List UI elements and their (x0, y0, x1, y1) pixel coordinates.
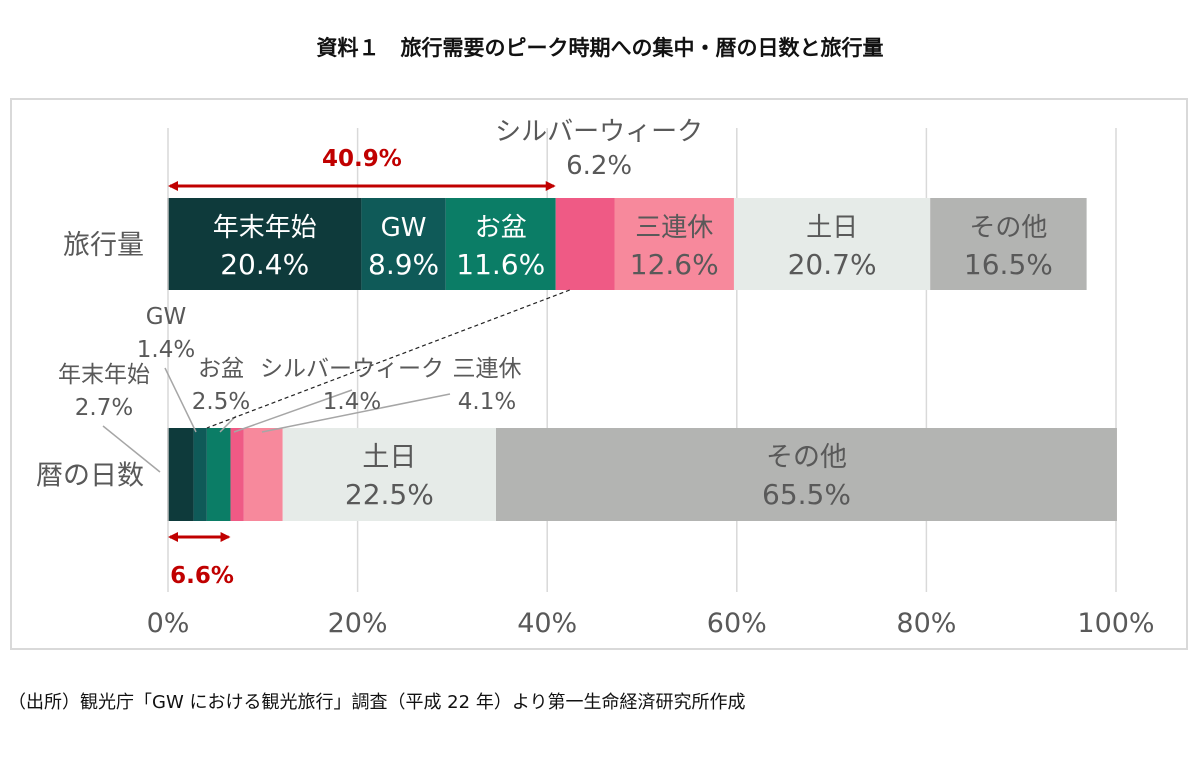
bar-segment (361, 198, 446, 290)
bar-segment (496, 428, 1117, 521)
series-name-label: シルバーウィーク (260, 356, 444, 382)
data-label: 1.4% (323, 389, 381, 415)
bar-segment (193, 428, 207, 521)
bar-segment (733, 198, 931, 290)
data-label: 22.5% (345, 478, 434, 511)
bar-segment (614, 198, 734, 290)
leader-line (233, 389, 353, 433)
series-name-label: 三連休 (453, 356, 522, 382)
annotations: 40.9% 6.6% (168, 146, 556, 589)
bar-segment (555, 198, 615, 290)
data-label: 20.7% (788, 248, 877, 281)
series-name-label: その他 (969, 213, 1047, 243)
bar-segment (230, 428, 244, 521)
data-label: 1.4% (137, 337, 195, 363)
data-labels: 年末年始 20.4% GW 8.9% お盆 11.6% シルバーウィーク 6.2% 三連休 12.… (58, 117, 1053, 511)
x-tick-label: 100% (1077, 608, 1154, 639)
leader-line (102, 425, 161, 473)
series-name-label: シルバーウィーク (495, 117, 703, 147)
x-tick-label: 60% (707, 608, 767, 639)
leader-line (164, 367, 197, 433)
data-label: 6.2% (566, 151, 632, 181)
series-name-label: 土日 (806, 213, 858, 243)
page-title: 資料１ 旅行需要のピーク時期への集中・暦の日数と旅行量 (316, 36, 884, 60)
data-label: 4.1% (458, 389, 516, 415)
bar-segment (930, 198, 1087, 290)
data-label: 8.9% (368, 248, 439, 281)
annotation-label: 40.9% (322, 146, 402, 172)
x-tick-label: 80% (896, 608, 956, 639)
series-name-label: その他 (766, 442, 847, 473)
data-label: 65.5% (762, 478, 851, 511)
series-name-label: 土日 (362, 442, 416, 473)
bar-segment (445, 198, 556, 290)
x-tick-label: 40% (517, 608, 577, 639)
bar-segments (167, 198, 1117, 521)
leader-line (261, 393, 451, 433)
series-name-label: お盆 (198, 356, 244, 382)
data-label: 16.5% (964, 248, 1053, 281)
series-name-label: GW (146, 304, 187, 330)
chart-svg: 年末年始 20.4% GW 8.9% お盆 11.6% シルバーウィーク 6.2% 三連休 12.… (36, 117, 1155, 639)
bar-segment (282, 428, 497, 521)
annotation-label: 6.6% (170, 563, 234, 589)
category-label: 暦の日数 (36, 461, 144, 492)
series-name-label: 年末年始 (213, 213, 317, 243)
bar-segment (206, 428, 231, 521)
category-label: 旅行量 (63, 230, 144, 261)
leader-line (219, 415, 237, 433)
data-label: 2.5% (192, 389, 250, 415)
bar-segment (243, 428, 283, 521)
source-note: （出所）観光庁「GW における観光旅行」調査（平成 22 年）より第一生命経済研… (8, 692, 746, 713)
series-name-label: 年末年始 (58, 362, 150, 388)
x-tick-label: 20% (328, 608, 388, 639)
data-label: 11.6% (456, 248, 545, 281)
bar-segment (168, 198, 362, 290)
data-label: 12.6% (630, 248, 719, 281)
connector-dashed-line (206, 289, 570, 429)
bar-segment (168, 428, 194, 521)
series-name-label: お盆 (475, 213, 527, 243)
leader-lines (102, 289, 570, 473)
data-label: 2.7% (75, 395, 133, 421)
chart-frame (10, 98, 1188, 650)
series-name-label: GW (381, 213, 427, 243)
series-name-label: 三連休 (635, 213, 713, 243)
data-label: 20.4% (220, 248, 309, 281)
x-tick-label: 0% (147, 608, 190, 639)
